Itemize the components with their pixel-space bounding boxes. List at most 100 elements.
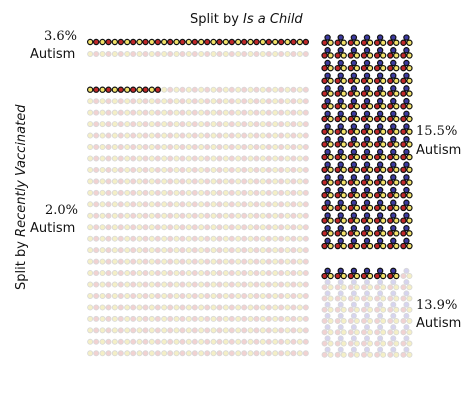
dot-red xyxy=(387,204,394,212)
dot-yellow xyxy=(222,51,229,58)
dot-blue xyxy=(376,199,384,206)
icon-faded-166 xyxy=(136,189,149,196)
dot-red xyxy=(360,284,367,291)
dot-red xyxy=(154,292,161,299)
dot-yellow xyxy=(340,242,347,250)
dot-red xyxy=(387,340,394,347)
dot-red xyxy=(241,235,248,242)
dot-yellow xyxy=(366,318,373,325)
dot-red xyxy=(334,306,341,313)
dot-blue xyxy=(403,324,410,331)
dot-yellow xyxy=(235,224,242,231)
icon-faded-29 xyxy=(222,51,235,58)
dot-yellow xyxy=(247,315,254,322)
dot-red xyxy=(216,155,223,162)
dot-red xyxy=(265,51,272,58)
dot-red xyxy=(93,121,100,128)
dot-yellow xyxy=(340,192,347,199)
icon-faded-388 xyxy=(210,327,223,334)
dot-red xyxy=(154,350,161,357)
dot-red xyxy=(105,166,112,173)
dot-yellow xyxy=(99,132,106,139)
dot-yellow xyxy=(136,86,143,93)
icon-faded-7 xyxy=(321,279,334,291)
dot-yellow xyxy=(393,204,400,212)
dot-blue xyxy=(363,135,371,143)
icon-faded-11 xyxy=(222,86,235,93)
dot-red xyxy=(117,178,124,185)
dot-red xyxy=(253,98,260,105)
icon-faded-227 xyxy=(222,224,235,231)
dot-yellow xyxy=(235,292,242,299)
dot-red xyxy=(105,178,112,185)
icon-faded-56 xyxy=(111,121,124,128)
dot-red xyxy=(373,272,381,280)
icon-highlighted-22 xyxy=(334,72,347,85)
dot-red xyxy=(105,51,112,58)
dot-yellow xyxy=(99,51,106,58)
dot-yellow xyxy=(272,304,279,311)
icon-faded-334 xyxy=(210,292,223,299)
icon-faded-31 xyxy=(247,51,260,58)
dot-yellow xyxy=(272,281,279,288)
icon-faded-149 xyxy=(148,178,161,185)
dot-yellow xyxy=(222,144,229,151)
dot-red xyxy=(302,201,309,208)
icon-faded-17 xyxy=(360,290,373,302)
icon-highlighted-48 xyxy=(400,110,413,123)
icon-highlighted-2 xyxy=(347,34,361,46)
dot-red xyxy=(179,224,186,231)
dot-yellow xyxy=(173,338,180,345)
dot-yellow xyxy=(340,306,347,313)
dot-yellow xyxy=(247,155,254,162)
dot-red xyxy=(387,39,394,46)
icon-faded-421 xyxy=(173,350,186,357)
dot-yellow xyxy=(366,284,373,291)
dot-red xyxy=(290,51,297,58)
dot-red xyxy=(241,212,248,219)
icon-highlighted-15 xyxy=(271,38,285,46)
dot-yellow xyxy=(87,315,94,322)
dot-red xyxy=(117,86,125,93)
dot-red xyxy=(290,144,297,151)
dot-yellow xyxy=(210,86,217,93)
icon-faded-34 xyxy=(284,98,297,105)
icon-faded-68 xyxy=(259,121,272,128)
dot-blue xyxy=(403,301,410,308)
dot-red xyxy=(374,318,381,325)
icon-faded-231 xyxy=(272,224,285,231)
icon-faded-411 xyxy=(272,338,285,345)
icon-faded-225 xyxy=(198,224,211,231)
icon-faded-153 xyxy=(198,178,211,185)
icon-faded-27 xyxy=(198,98,211,105)
dot-red xyxy=(167,327,174,334)
dot-yellow xyxy=(393,272,400,280)
dot-yellow xyxy=(222,247,229,254)
dot-yellow xyxy=(406,273,413,280)
icon-faded-157 xyxy=(247,178,260,185)
icon-highlighted-0 xyxy=(321,34,334,46)
dot-yellow xyxy=(173,98,180,105)
dot-red xyxy=(93,166,100,173)
dot-yellow xyxy=(353,141,361,148)
dot-red xyxy=(179,258,186,265)
dot-red xyxy=(130,189,137,196)
dot-yellow xyxy=(111,247,118,254)
dot-red xyxy=(290,327,297,334)
dot-yellow xyxy=(327,179,334,186)
icon-faded-127 xyxy=(99,166,112,173)
icon-faded-249 xyxy=(272,235,285,242)
dot-yellow xyxy=(380,351,387,358)
dot-red xyxy=(117,144,124,151)
dot-yellow xyxy=(393,179,400,186)
dot-yellow xyxy=(173,258,180,265)
icon-faded-420 xyxy=(161,350,174,357)
dot-red xyxy=(204,201,211,208)
dot-red xyxy=(334,115,341,123)
dot-red xyxy=(400,273,407,280)
dot-yellow xyxy=(327,351,334,358)
dot-yellow xyxy=(327,77,334,85)
dot-yellow xyxy=(406,318,413,325)
dot-red xyxy=(130,132,137,139)
